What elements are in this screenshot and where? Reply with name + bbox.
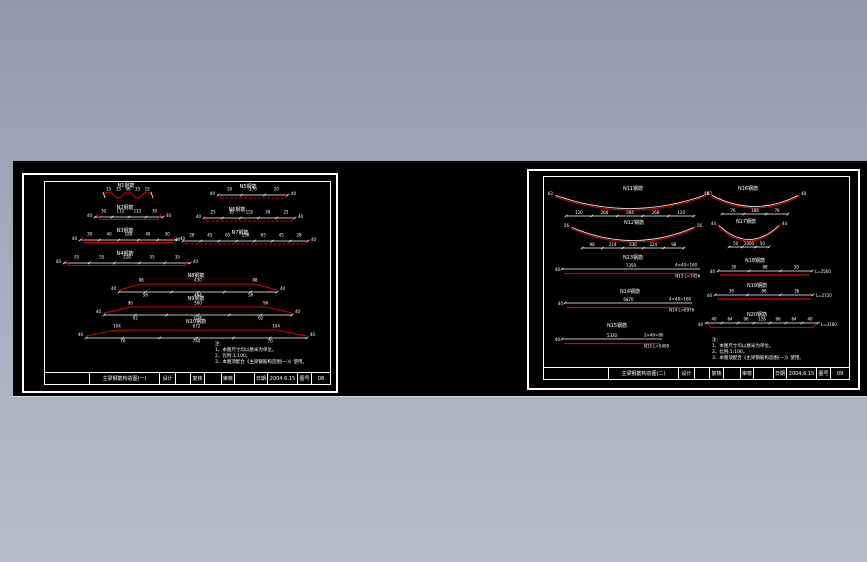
note-line: 2、比例:1:100。 — [215, 354, 251, 359]
note-line: 注: — [712, 338, 719, 343]
title-block-cell: 日期 — [254, 373, 267, 384]
title-block-cell-empty — [175, 373, 190, 384]
title-block-cell: 审核 — [740, 368, 753, 379]
note-line: 3、本图须配合《主梁钢筋构造图(一)》使用。 — [712, 356, 804, 361]
title-block-cell: 图号 — [297, 373, 311, 384]
sheet1-title-block: 主梁钢筋构造图(一) 设计 复核 审核 日期 2004.6.15 图号 08 — [44, 372, 331, 385]
note-line: 2、比例:1:100。 — [712, 350, 748, 355]
title-block-cell: 2004.6.15 — [786, 368, 816, 379]
note-line: 1、本图尺寸均以厘米为单位。 — [712, 344, 774, 349]
title-block-cell-empty — [753, 368, 773, 379]
title-block-cell-empty — [204, 373, 221, 384]
title-block-cell-empty — [544, 368, 608, 379]
title-block-cell: 审核 — [221, 373, 234, 384]
title-block-cell: 图号 — [816, 368, 830, 379]
title-block-cell: 设计 — [159, 373, 175, 384]
title-block-cell-empty — [234, 373, 254, 384]
title-block-cell: 日期 — [773, 368, 786, 379]
note-line: 1、本图尺寸均以厘米为单位。 — [215, 348, 277, 353]
title-block-cell: 复核 — [709, 368, 723, 379]
title-block-cell: 主梁钢筋构造图(二) — [608, 368, 678, 379]
title-block-cell: 设计 — [678, 368, 694, 379]
sheet2-title-block: 主梁钢筋构造图(二) 设计 复核 审核 日期 2004.6.15 图号 09 — [543, 367, 850, 380]
title-block-cell: 09 — [830, 368, 849, 379]
sheet2-notes: 注: 1、本图尺寸均以厘米为单位。 2、比例:1:100。 3、本图须配合《主梁钢筋构… — [712, 338, 842, 362]
title-block-cell: 2004.6.15 — [267, 373, 297, 384]
title-block-cell-empty — [723, 368, 740, 379]
title-block-cell-empty — [45, 373, 89, 384]
title-block-cell: 复核 — [190, 373, 204, 384]
title-block-cell: 08 — [311, 373, 330, 384]
title-block-cell: 主梁钢筋构造图(一) — [89, 373, 159, 384]
title-block-cell-empty — [694, 368, 709, 379]
note-line: 3、本图须配合《主梁钢筋构造图(一)》使用。 — [215, 360, 307, 365]
sheet1-notes: 注: 1、本图尺寸均以厘米为单位。 2、比例:1:100。 3、本图须配合《主梁钢筋构… — [215, 342, 335, 366]
canvas-edge-highlight — [13, 396, 867, 397]
note-line: 注: — [215, 342, 222, 347]
